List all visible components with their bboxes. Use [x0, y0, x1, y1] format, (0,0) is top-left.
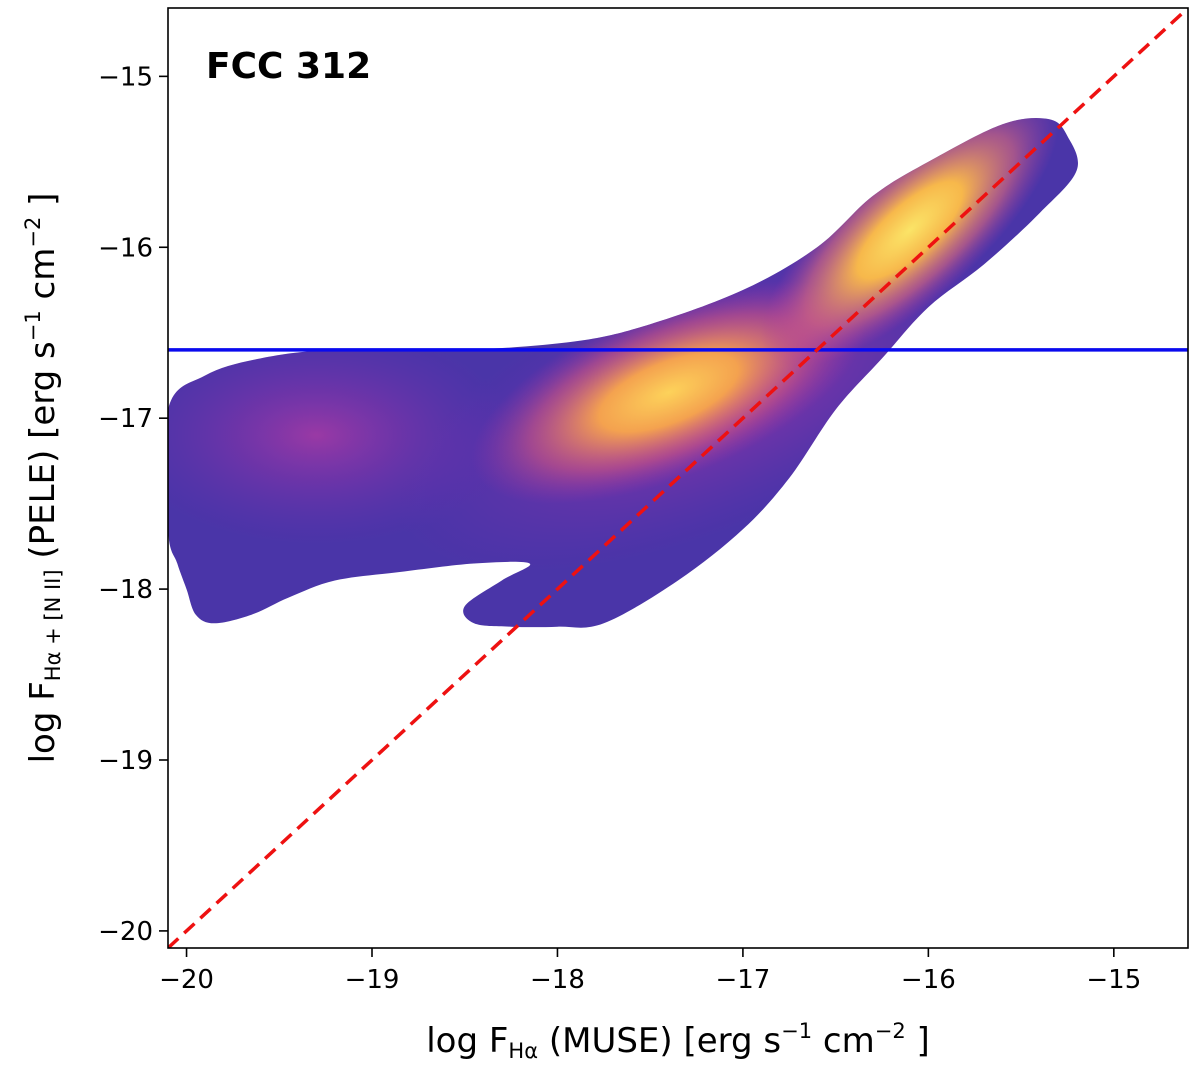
density-left-glow	[168, 325, 517, 546]
y-tick-label: −20	[98, 917, 153, 947]
x-tick-label: −19	[345, 965, 400, 995]
plot-frame	[167, 7, 1189, 949]
x-tick-label: −17	[715, 965, 770, 995]
x-tick-label: −15	[1086, 965, 1141, 995]
y-tick-label: −19	[98, 746, 153, 776]
x-tick-label: −18	[530, 965, 585, 995]
x-axis-label: log FHα (MUSE) [erg s−1 cm−2 ]	[426, 1019, 930, 1063]
density-main-peak	[761, 117, 1059, 368]
density-glow-layer	[168, 117, 1059, 574]
x-tick-label: −20	[159, 965, 214, 995]
y-tick-label: −16	[98, 233, 153, 263]
one-to-one-line	[168, 8, 1188, 948]
y-axis-label: log FHα + [N II] (PELE) [erg s−1 cm−2 ]	[21, 193, 65, 764]
x-tick-label: −16	[901, 965, 956, 995]
x-axis: −20 −19 −18 −17 −16 −15	[159, 948, 1141, 995]
y-tick-label: −15	[98, 62, 153, 92]
chart-title: FCC 312	[206, 46, 371, 87]
y-axis: −20 −19 −18 −17 −16 −15	[98, 62, 168, 947]
y-tick-label: −18	[98, 575, 153, 605]
y-tick-label: −17	[98, 404, 153, 434]
